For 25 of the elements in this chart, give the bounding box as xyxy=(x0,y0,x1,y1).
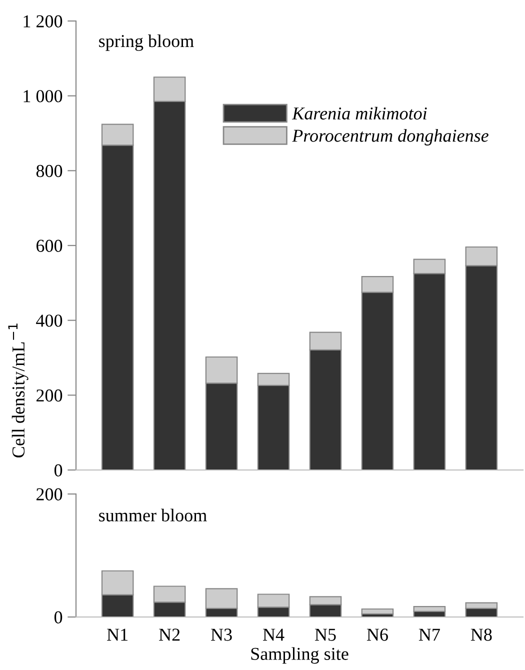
y-tick-label: 600 xyxy=(36,240,62,252)
y-tick-label: 1 200 xyxy=(24,15,62,28)
legend-label: Prorocentrum donghaiense xyxy=(292,129,488,146)
x-axis-title: Sampling site xyxy=(251,647,348,664)
y-tick-label: 800 xyxy=(36,164,62,178)
x-tick-label: N7 xyxy=(418,628,440,641)
x-tick-label: N5 xyxy=(314,628,336,641)
x-tick-label: N4 xyxy=(262,628,284,641)
y-tick-label: 0 xyxy=(54,464,62,476)
x-tick-label: N2 xyxy=(159,628,180,641)
y-tick-label: 200 xyxy=(36,389,62,402)
legend-label: Karenia mikimotoi xyxy=(292,106,427,120)
x-tick-label: N3 xyxy=(211,628,232,641)
x-tick-label: N1 xyxy=(107,628,128,641)
x-tick-label: N6 xyxy=(366,628,388,641)
y-axis-title: Cell density/mL$^{−1}$ xyxy=(8,324,28,458)
y-tick-label: 200 xyxy=(36,488,62,500)
bar xyxy=(413,606,446,612)
x-tick-label: N8 xyxy=(470,628,492,641)
y-tick-label: 1 000 xyxy=(24,90,62,102)
y-tick-label: 400 xyxy=(36,314,62,327)
y-tick-label: 0 xyxy=(54,611,62,624)
bar xyxy=(361,608,394,614)
annotation: summer bloom xyxy=(99,508,207,522)
annotation: spring bloom xyxy=(99,34,194,51)
